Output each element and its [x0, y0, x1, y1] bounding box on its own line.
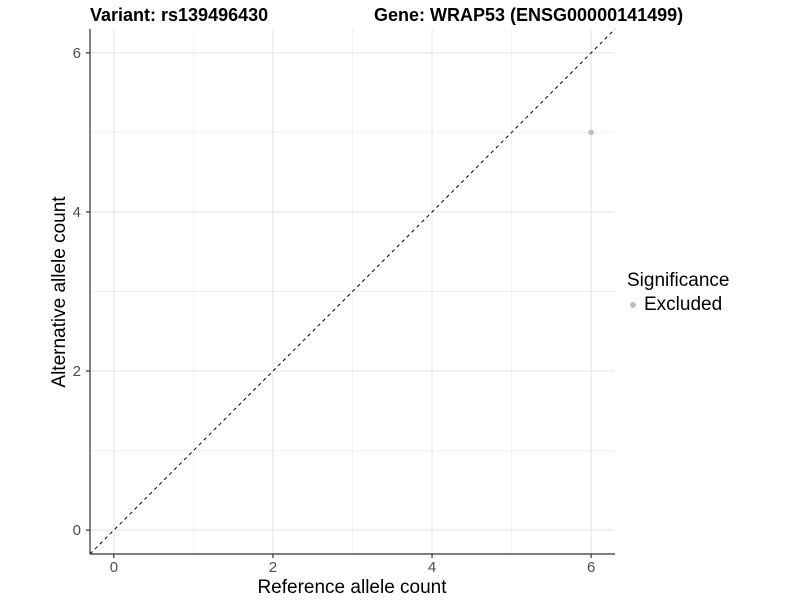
y-tick-label: 0 [73, 522, 81, 539]
x-axis-title: Reference allele count [257, 577, 447, 598]
data-point [588, 129, 594, 136]
legend-title: Significance [627, 270, 730, 291]
y-tick-label: 4 [73, 204, 81, 221]
x-tick-label: 0 [110, 559, 118, 576]
x-tick-label: 6 [587, 559, 595, 576]
legend-point-icon [630, 302, 636, 308]
gene-title: Gene: WRAP53 (ENSG00000141499) [374, 5, 684, 25]
y-axis-title: Alternative allele count [49, 196, 70, 388]
x-tick-label: 2 [269, 559, 277, 576]
legend-entry-excluded: Excluded [627, 294, 729, 316]
identity-line [89, 28, 616, 555]
y-tick-label: 2 [73, 363, 81, 380]
x-tick-label: 4 [428, 559, 436, 576]
legend-entry-label: Excluded [644, 294, 723, 315]
variant-title: Variant: rs139496430 [90, 5, 269, 25]
legend: Significance Excluded [627, 270, 729, 316]
y-tick-label: 6 [73, 45, 81, 62]
